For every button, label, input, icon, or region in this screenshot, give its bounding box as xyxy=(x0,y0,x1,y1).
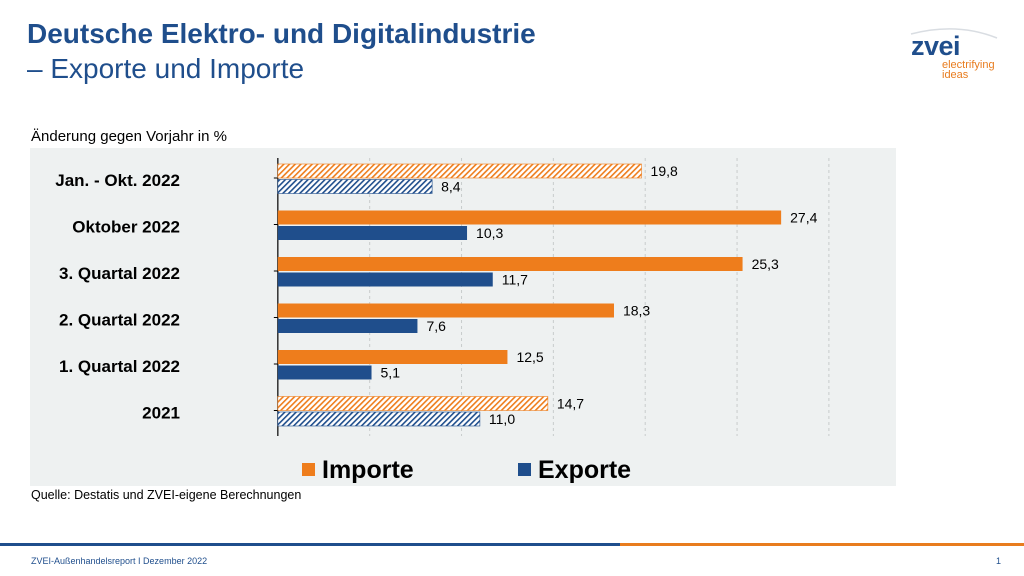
data-label-importe-jan-okt-2022: 19,8 xyxy=(651,163,678,179)
legend-swatch-exporte xyxy=(518,463,531,476)
legend-swatch-importe xyxy=(302,463,315,476)
footer-text: ZVEI-Außenhandelsreport I Dezember 2022 xyxy=(31,556,208,566)
source-note: Quelle: Destatis und ZVEI-eigene Berechn… xyxy=(31,488,302,502)
bar-exporte-2021 xyxy=(277,411,481,427)
data-label-exporte-oktober-2022: 10,3 xyxy=(476,225,503,241)
category-label-2-quartal-2022: 2. Quartal 2022 xyxy=(59,311,180,330)
data-label-exporte-jan-okt-2022: 8,4 xyxy=(441,179,461,195)
data-label-importe-3-quartal-2022: 25,3 xyxy=(752,256,779,272)
footer-divider xyxy=(0,543,1024,546)
bar-exporte-3-quartal-2022 xyxy=(277,272,493,287)
data-label-exporte-3-quartal-2022: 11,7 xyxy=(502,272,528,288)
bar-exporte-jan-okt-2022 xyxy=(277,179,433,194)
logo-wordmark: zvei xyxy=(911,31,961,61)
data-label-importe-1-quartal-2022: 12,5 xyxy=(516,349,543,365)
legend-label-importe: Importe xyxy=(322,456,414,484)
category-label-oktober-2022: Oktober 2022 xyxy=(72,218,180,237)
category-label-3-quartal-2022: 3. Quartal 2022 xyxy=(59,264,180,283)
bar-importe-oktober-2022 xyxy=(277,210,782,225)
category-label-2021: 2021 xyxy=(142,404,180,423)
logo-swoosh-icon xyxy=(910,28,998,39)
bar-importe-jan-okt-2022 xyxy=(277,163,642,179)
data-label-exporte-2021: 11,0 xyxy=(489,411,515,427)
page-title: Deutsche Elektro- und Digitalindustrie xyxy=(27,18,536,49)
data-label-exporte-2-quartal-2022: 7,6 xyxy=(426,318,446,334)
bar-exporte-2-quartal-2022 xyxy=(277,319,418,333)
page-number: 1 xyxy=(996,556,1002,566)
bar-importe-1-quartal-2022 xyxy=(277,350,508,364)
data-label-importe-oktober-2022: 27,4 xyxy=(790,210,817,226)
category-label-jan-okt-2022: Jan. - Okt. 2022 xyxy=(55,171,180,190)
bar-importe-2-quartal-2022 xyxy=(277,303,614,318)
bar-importe-2021 xyxy=(277,396,549,411)
logo-tagline-1: electrifying xyxy=(942,59,995,71)
bar-exporte-oktober-2022 xyxy=(277,226,468,240)
bar-exporte-1-quartal-2022 xyxy=(277,365,372,380)
category-label-1-quartal-2022: 1. Quartal 2022 xyxy=(59,357,180,376)
bar-importe-3-quartal-2022 xyxy=(277,257,743,271)
logo-tagline-2: ideas xyxy=(942,69,969,81)
legend-label-exporte: Exporte xyxy=(538,456,632,484)
data-label-exporte-1-quartal-2022: 5,1 xyxy=(381,365,401,381)
zvei-logo: zvei electrifying ideas xyxy=(905,28,1001,88)
page-subtitle: – Exporte und Importe xyxy=(27,53,305,84)
data-label-importe-2021: 14,7 xyxy=(557,396,584,412)
chart-subtitle: Änderung gegen Vorjahr in % xyxy=(31,128,227,145)
data-label-importe-2-quartal-2022: 18,3 xyxy=(623,303,650,319)
